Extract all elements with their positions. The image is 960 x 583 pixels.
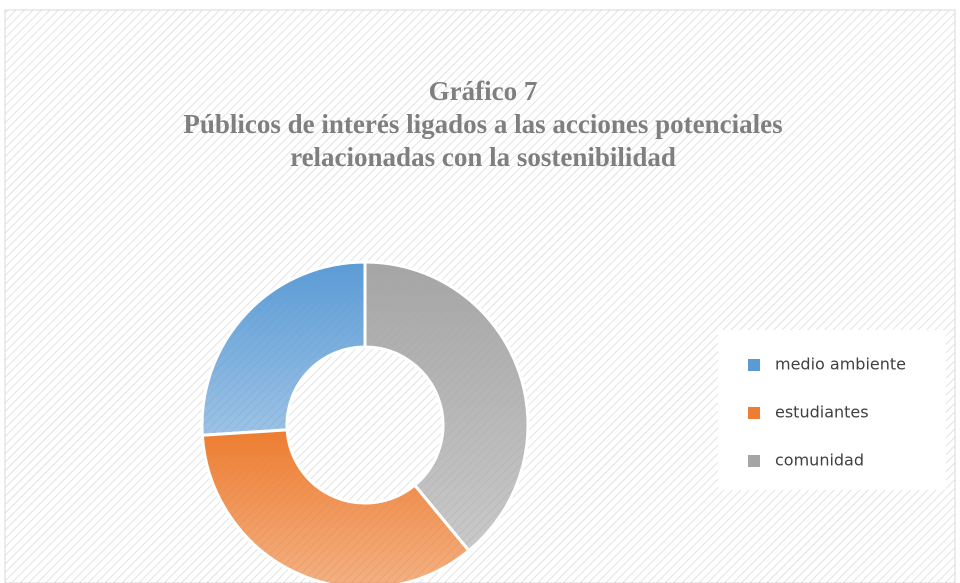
chart-title: relacionadas con la sostenibilidad [290,142,676,172]
legend-swatch [748,359,760,371]
chart-title: Públicos de interés ligados a las accion… [183,109,782,139]
legend-swatch [748,455,760,467]
donut-segment [200,428,472,583]
legend-label: comunidad [775,451,864,470]
chart-title: Gráfico 7 [429,76,538,106]
donut-segment [200,260,367,437]
legend-swatch [748,407,760,419]
legend-label: medio ambiente [775,355,906,374]
legend-label: estudiantes [775,403,869,422]
donut-segment [363,260,530,553]
